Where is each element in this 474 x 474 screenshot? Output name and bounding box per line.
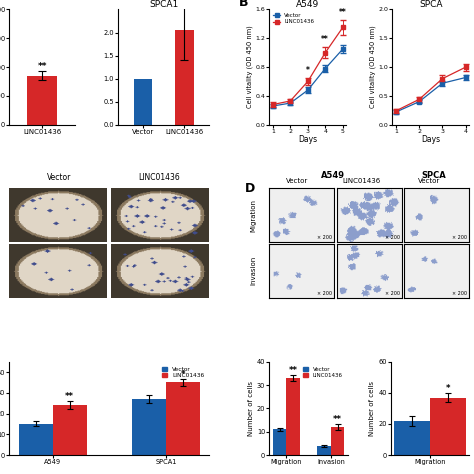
Text: Migration: Migration (250, 199, 256, 232)
Text: Invasion: Invasion (250, 256, 256, 285)
Bar (166, 383, 201, 455)
Text: × 200: × 200 (452, 291, 467, 296)
Bar (286, 378, 300, 455)
Bar (394, 421, 430, 455)
Bar (430, 398, 465, 455)
Bar (27, 76, 57, 125)
Bar (132, 399, 166, 455)
Bar (18, 424, 53, 455)
Legend: Vector, LINC01436: Vector, LINC01436 (272, 12, 316, 26)
Text: *: * (446, 383, 450, 392)
Text: **: ** (321, 35, 329, 44)
Title: SPCA: SPCA (419, 0, 443, 9)
Text: **: ** (65, 392, 74, 401)
Y-axis label: Cell vitality (OD 450 nm): Cell vitality (OD 450 nm) (369, 26, 375, 109)
Bar (175, 30, 194, 125)
Text: **: ** (37, 62, 47, 71)
Text: LINC01436: LINC01436 (138, 173, 180, 182)
Bar (134, 79, 152, 125)
Text: *: * (306, 66, 310, 75)
Text: D: D (246, 182, 255, 195)
Text: *: * (181, 370, 185, 379)
Text: × 200: × 200 (385, 235, 400, 240)
Text: × 200: × 200 (452, 235, 467, 240)
Legend: Vector, LINC01436: Vector, LINC01436 (160, 365, 207, 381)
Bar (273, 429, 286, 455)
Text: **: ** (333, 415, 342, 424)
Title: SPCA1: SPCA1 (149, 0, 178, 9)
Bar (318, 446, 331, 455)
Text: × 200: × 200 (317, 291, 332, 296)
Text: Vector: Vector (286, 178, 309, 184)
Text: × 200: × 200 (317, 235, 332, 240)
Text: B: B (238, 0, 248, 9)
Text: SPCA: SPCA (421, 171, 446, 180)
Legend: Vector, LINC01436: Vector, LINC01436 (301, 365, 345, 380)
Text: Vector: Vector (47, 173, 72, 182)
Text: × 200: × 200 (385, 291, 400, 296)
X-axis label: Days: Days (421, 135, 440, 144)
Y-axis label: Number of cells: Number of cells (369, 381, 375, 436)
Text: A549: A549 (321, 171, 346, 180)
Text: Vector: Vector (418, 178, 440, 184)
Y-axis label: Number of cells: Number of cells (248, 381, 254, 436)
X-axis label: Days: Days (298, 135, 318, 144)
Title: A549: A549 (296, 0, 319, 9)
Text: **: ** (339, 8, 346, 17)
Y-axis label: Cell vitality (OD 450 nm): Cell vitality (OD 450 nm) (246, 26, 253, 109)
Text: LINC01436: LINC01436 (342, 178, 381, 184)
Text: **: ** (289, 366, 298, 375)
Bar (53, 405, 87, 455)
Bar (331, 427, 344, 455)
